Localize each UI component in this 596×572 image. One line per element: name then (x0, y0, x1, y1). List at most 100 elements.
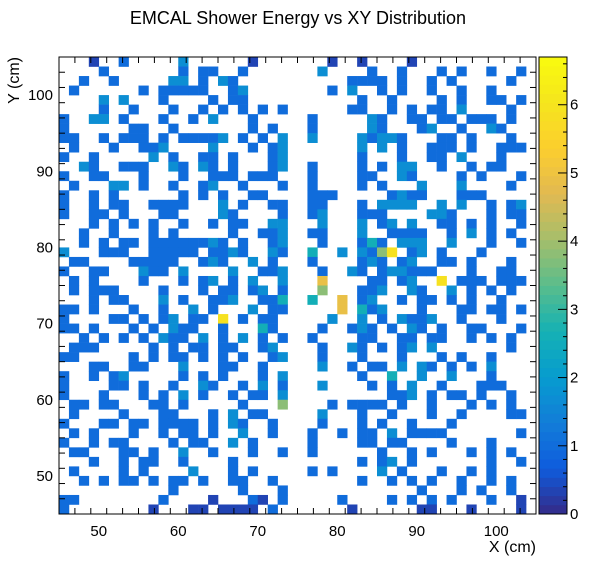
heatmap-cell (118, 114, 129, 124)
heatmap-cell (416, 504, 427, 515)
heatmap-cell (267, 304, 278, 315)
heatmap-cell (416, 285, 427, 296)
heatmap-cell (128, 352, 139, 362)
heatmap-cell (277, 228, 288, 239)
heatmap-cell (386, 494, 398, 505)
heatmap-cell (138, 314, 149, 324)
heatmap-cell (456, 95, 467, 105)
colorbar-segment (539, 468, 567, 478)
heatmap-cell (436, 152, 447, 163)
heatmap-cell (426, 104, 437, 115)
heatmap-cell (108, 180, 119, 191)
heatmap-cell (98, 66, 109, 77)
heatmap-cell (59, 314, 70, 324)
heatmap-cell (138, 466, 149, 477)
heatmap-cell (59, 437, 70, 448)
heatmap-cell (416, 371, 427, 382)
heatmap-cell (327, 466, 338, 477)
heatmap-cell (118, 199, 129, 210)
heatmap-cell (108, 380, 119, 391)
heatmap-cell (496, 95, 507, 105)
colorbar-segment (539, 66, 567, 76)
heatmap-cell (367, 333, 378, 343)
heatmap-cell (506, 399, 517, 410)
heatmap-cell (386, 218, 398, 229)
heatmap-cell (307, 171, 318, 182)
heatmap-cell (327, 399, 338, 410)
heatmap-cell (337, 428, 348, 439)
heatmap-cell (178, 447, 189, 458)
heatmap-cell (168, 209, 179, 220)
heatmap-cell (466, 161, 477, 172)
heatmap-cell (456, 304, 467, 315)
heatmap-cell (158, 142, 169, 153)
heatmap-cell (227, 361, 239, 372)
heatmap-cell (506, 76, 517, 86)
heatmap-cell (386, 456, 398, 467)
heatmap-cell (367, 361, 378, 372)
heatmap-cell (456, 314, 467, 324)
heatmap-cell (476, 323, 487, 334)
heatmap-cell (98, 104, 109, 115)
heatmap-cell (506, 485, 517, 496)
heatmap-cell (357, 57, 368, 67)
heatmap-cell (377, 209, 388, 220)
heatmap-cell (68, 275, 80, 286)
heatmap-cell (148, 342, 159, 353)
heatmap-cell (168, 104, 179, 115)
heatmap-cell (78, 161, 90, 172)
heatmap-cell (178, 371, 189, 382)
heatmap-cell (178, 237, 189, 248)
heatmap-cell (347, 323, 358, 334)
heatmap-cell (357, 428, 368, 439)
heatmap-cell (218, 171, 229, 182)
heatmap-cell (148, 456, 159, 467)
heatmap-cell (456, 104, 467, 115)
heatmap-cell (198, 333, 209, 343)
heatmap-cell (168, 333, 179, 343)
heatmap-cell (208, 218, 219, 229)
heatmap-cell (357, 314, 368, 324)
heatmap-cell (247, 390, 259, 401)
heatmap-cell (208, 142, 219, 153)
colorbar-segment (539, 303, 567, 314)
heatmap-cell (118, 57, 129, 67)
heatmap-cell (406, 275, 418, 286)
heatmap-cell (198, 133, 209, 143)
heatmap-cell (158, 285, 169, 296)
heatmap-cell (446, 361, 457, 372)
heatmap-cell (257, 390, 268, 401)
heatmap-cell (178, 66, 189, 77)
heatmap-cell (128, 133, 139, 143)
heatmap-cell (198, 352, 209, 362)
heatmap-cell (237, 133, 249, 143)
heatmap-cell (446, 142, 457, 153)
heatmap-cell (208, 304, 219, 315)
heatmap-cell (456, 390, 467, 401)
heatmap-cell (277, 237, 288, 248)
heatmap-cell (466, 133, 477, 143)
heatmap-cell (128, 218, 139, 229)
heatmap-cell (118, 456, 129, 467)
heatmap-cell (237, 314, 249, 324)
heatmap-cell (426, 390, 437, 401)
heatmap-cell (227, 76, 239, 86)
heatmap-cell (456, 352, 467, 362)
heatmap-cell (267, 218, 278, 229)
heatmap-cell (218, 256, 229, 267)
heatmap-cell (178, 390, 189, 401)
heatmap-cell (396, 85, 408, 96)
heatmap-cell (347, 504, 358, 515)
heatmap-cell (357, 161, 368, 172)
heatmap-cell (88, 114, 100, 124)
heatmap-cell (386, 380, 398, 391)
colorbar-segment (539, 157, 567, 168)
heatmap-cell (257, 409, 268, 420)
heatmap-cell (158, 418, 169, 429)
heatmap-cell (406, 418, 418, 429)
heatmap-cell (466, 142, 477, 153)
heatmap-cell (68, 352, 80, 362)
heatmap-cell (88, 323, 100, 334)
heatmap-cell (317, 190, 328, 201)
heatmap-cell (188, 304, 199, 315)
